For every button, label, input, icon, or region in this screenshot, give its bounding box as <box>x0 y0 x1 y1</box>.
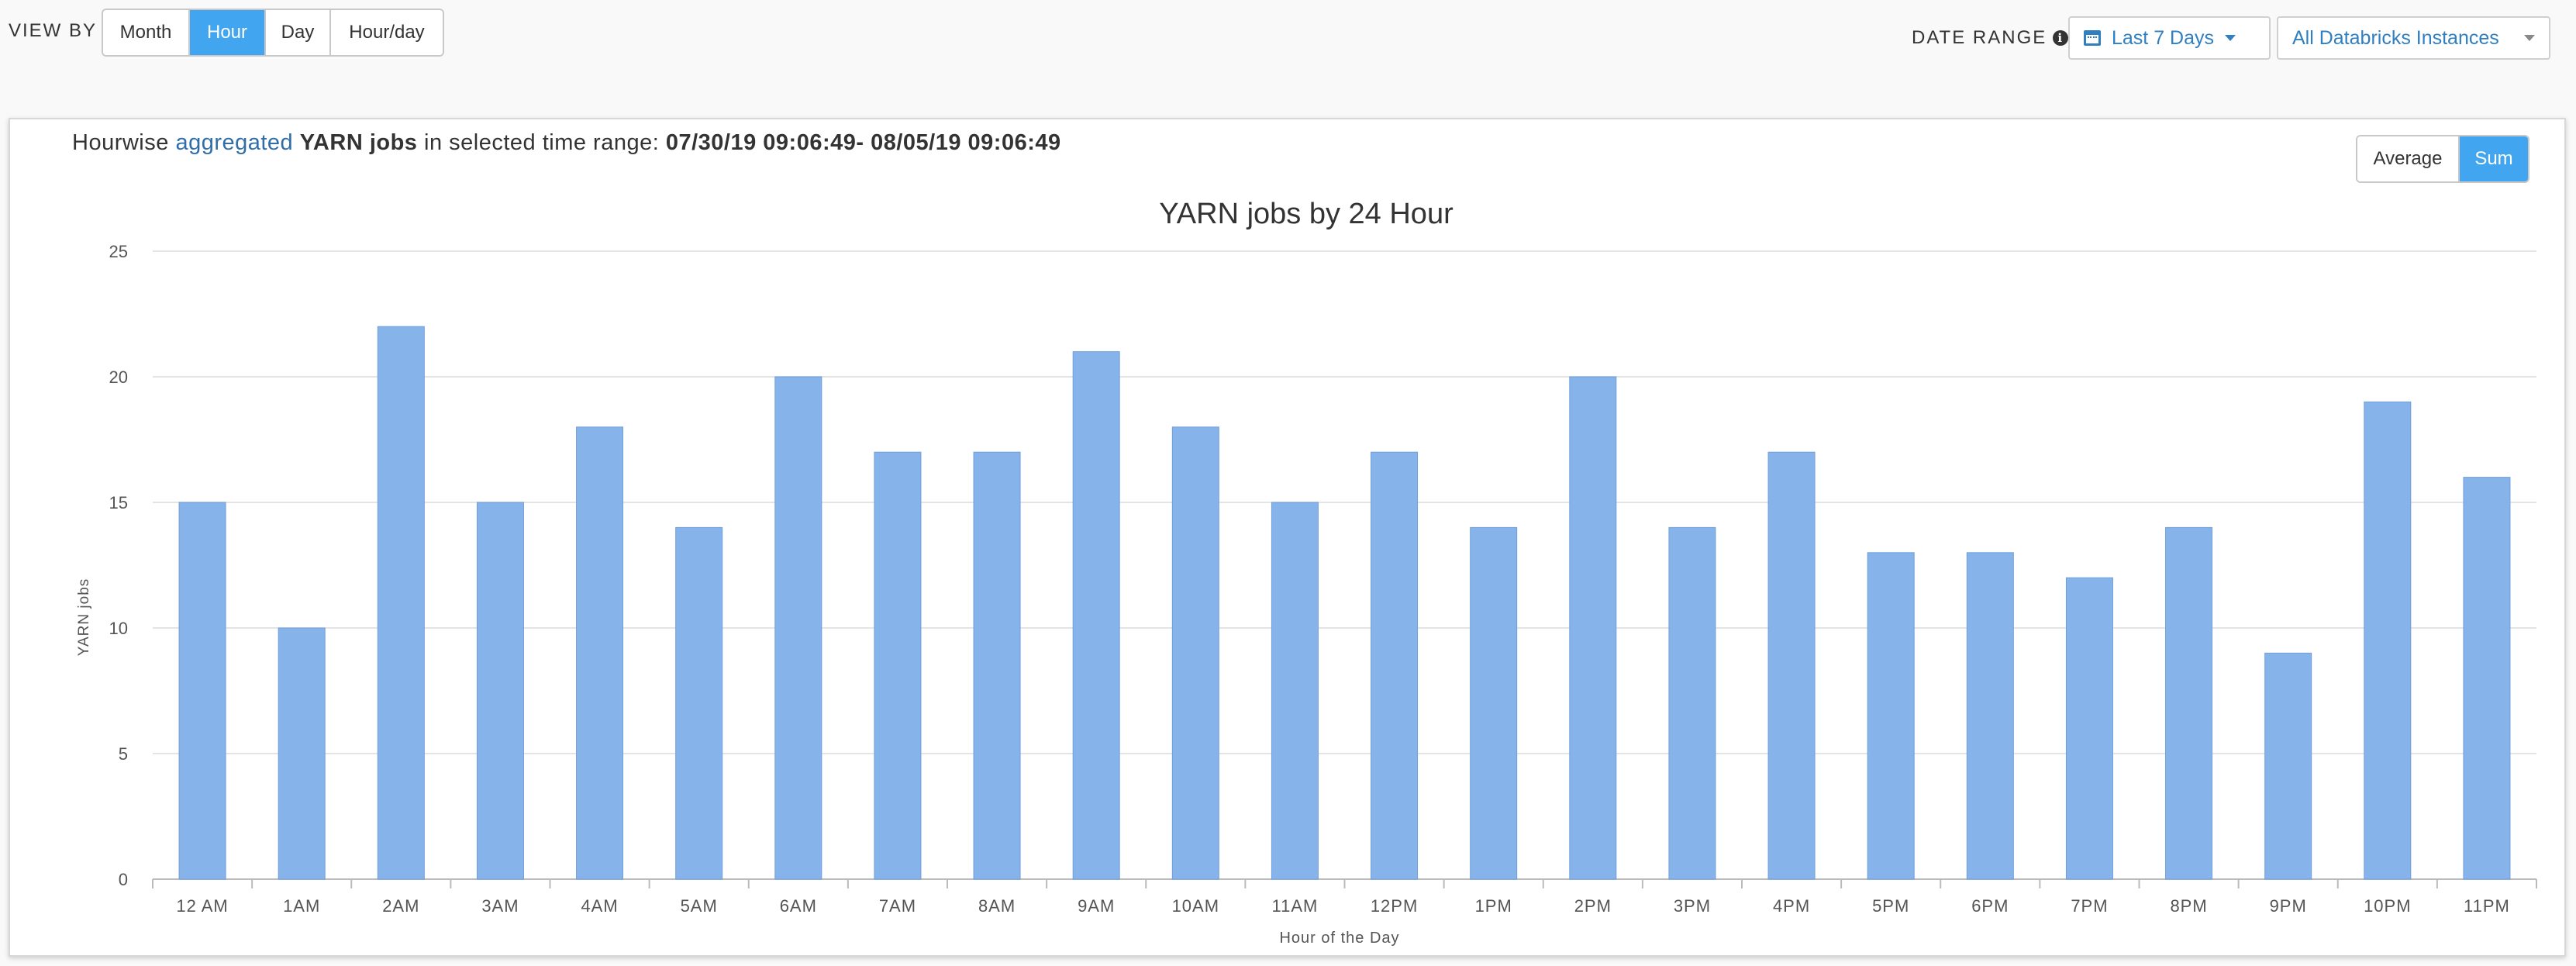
x-tick-label: 8PM <box>2170 896 2207 916</box>
caret-down-icon <box>2524 35 2535 41</box>
bar[interactable] <box>377 326 425 880</box>
x-tick-label: 3AM <box>481 896 519 916</box>
x-tick-label: 11AM <box>1272 896 1319 916</box>
x-tick-label: 8AM <box>978 896 1016 916</box>
bar[interactable] <box>675 526 723 880</box>
heading-range: 07/30/19 09:06:49- 08/05/19 09:06:49 <box>665 130 1061 155</box>
x-tick-label: 5AM <box>681 896 718 916</box>
date-range-label-text: DATE RANGE <box>1912 27 2047 48</box>
view-by-hour-button[interactable]: Hour <box>190 10 266 55</box>
heading-metric: YARN jobs <box>299 130 418 155</box>
bar-chart: YARN jobs by 24 Hour YARN jobs Hour of t… <box>76 198 2537 947</box>
x-tick-label: 1PM <box>1475 896 1512 916</box>
chart-panel: Hourwise aggregated YARN jobs in selecte… <box>9 118 2566 957</box>
x-tick-label: 5PM <box>1872 896 1909 916</box>
view-by-day-button[interactable]: Day <box>266 10 331 55</box>
bar[interactable] <box>1470 526 1518 880</box>
x-tick-label: 7AM <box>879 896 916 916</box>
y-tick-label: 20 <box>109 367 128 387</box>
y-axis-label: YARN jobs <box>76 578 92 657</box>
view-by-hour-day-button[interactable]: Hour/day <box>331 10 443 55</box>
x-tick-label: 2AM <box>382 896 419 916</box>
y-tick-label: 15 <box>109 493 128 512</box>
top-toolbar: VIEW BY Month Hour Day Hour/day DATE RAN… <box>0 0 2576 109</box>
bar[interactable] <box>278 627 326 880</box>
x-tick-label: 9PM <box>2270 896 2307 916</box>
aggregation-button-group: Average Sum <box>2356 135 2529 183</box>
x-tick-label: 6AM <box>780 896 817 916</box>
bar[interactable] <box>774 376 822 880</box>
x-tick-label: 12PM <box>1371 896 1418 916</box>
y-tick-label: 0 <box>119 870 128 889</box>
chart-area: YARN jobs by 24 Hour YARN jobs Hour of t… <box>60 183 2564 950</box>
bar[interactable] <box>2264 652 2312 880</box>
calendar-icon <box>2084 30 2101 46</box>
view-by-month-button[interactable]: Month <box>103 10 190 55</box>
y-axis-ticks: 0 5 10 15 20 25 <box>109 242 128 889</box>
bar[interactable] <box>973 451 1021 880</box>
bar[interactable] <box>178 502 226 880</box>
bar[interactable] <box>1171 426 1219 880</box>
y-tick-label: 5 <box>119 744 128 764</box>
x-tick-label: 10PM <box>2364 896 2411 916</box>
x-tick-label: 12 AM <box>176 896 228 916</box>
instances-dropdown[interactable]: All Databricks Instances <box>2277 16 2550 60</box>
bar[interactable] <box>1966 552 2014 880</box>
caret-down-icon <box>2225 35 2236 41</box>
bar[interactable] <box>2364 401 2412 880</box>
x-tick-label: 9AM <box>1078 896 1115 916</box>
view-by-label: VIEW BY <box>9 20 98 41</box>
x-axis-label: Hour of the Day <box>1279 930 1399 947</box>
bar[interactable] <box>1867 552 1915 880</box>
bar[interactable] <box>2065 577 2113 880</box>
panel-heading: Hourwise aggregated YARN jobs in selecte… <box>72 130 1061 156</box>
heading-prefix: Hourwise <box>72 130 169 155</box>
bar[interactable] <box>1569 376 1617 880</box>
x-tick-label: 1AM <box>283 896 320 916</box>
average-button[interactable]: Average <box>2357 136 2460 181</box>
info-icon[interactable]: i <box>2053 30 2069 46</box>
x-axis-ticks: 12 AM 1AM 2AM 3AM 4AM 5AM 6AM 7AM 8AM 9AM 10AM 11AM… <box>152 879 2537 916</box>
y-tick-label: 25 <box>109 242 128 261</box>
y-tick-label: 10 <box>109 619 128 638</box>
bar[interactable] <box>1371 451 1419 880</box>
x-tick-label: 3PM <box>1674 896 1711 916</box>
bar[interactable] <box>2165 526 2213 880</box>
x-tick-label: 4AM <box>581 896 618 916</box>
sum-button[interactable]: Sum <box>2460 136 2528 181</box>
bar[interactable] <box>1271 502 1319 880</box>
date-range-selected: Last 7 Days <box>2112 26 2215 49</box>
bar[interactable] <box>476 502 524 880</box>
view-by-button-group: Month Hour Day Hour/day <box>102 9 444 57</box>
x-tick-label: 2PM <box>1574 896 1612 916</box>
aggregated-link[interactable]: aggregated <box>175 130 294 155</box>
x-tick-label: 7PM <box>2071 896 2108 916</box>
date-range-dropdown[interactable]: Last 7 Days <box>2068 16 2271 60</box>
bars <box>178 326 2511 880</box>
bar[interactable] <box>1072 351 1120 880</box>
bar[interactable] <box>576 426 624 880</box>
instances-selected: All Databricks Instances <box>2292 26 2499 49</box>
bar[interactable] <box>1767 451 1816 880</box>
x-tick-label: 6PM <box>1971 896 2009 916</box>
chart-title: YARN jobs by 24 Hour <box>1159 198 1454 230</box>
heading-mid: in selected time range: <box>424 130 660 155</box>
bar[interactable] <box>1668 526 1716 880</box>
bar[interactable] <box>874 451 922 880</box>
bar[interactable] <box>2463 477 2511 880</box>
x-tick-label: 10AM <box>1172 896 1219 916</box>
x-tick-label: 4PM <box>1773 896 1810 916</box>
date-range-label: DATE RANGE i <box>1912 27 2069 49</box>
x-tick-label: 11PM <box>2464 896 2510 916</box>
